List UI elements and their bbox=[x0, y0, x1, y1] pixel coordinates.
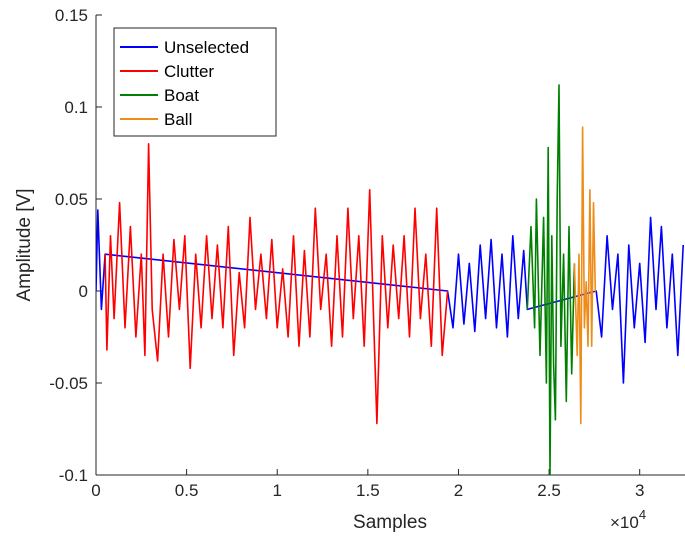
y-tick-label: 0.1 bbox=[64, 98, 88, 117]
x-tick-label: 0.5 bbox=[175, 481, 199, 500]
x-exponent-base: ×10 bbox=[610, 513, 639, 532]
series-line-clutter bbox=[104, 143, 449, 425]
series-group bbox=[96, 84, 684, 475]
x-axis-title: Samples bbox=[353, 512, 427, 533]
y-tick-label: 0.05 bbox=[55, 190, 88, 209]
legend-label: Ball bbox=[164, 110, 192, 129]
series-line-unselected bbox=[96, 209, 684, 384]
x-tick-label: 2.5 bbox=[537, 481, 561, 500]
series-line-boat bbox=[526, 84, 576, 475]
x-exponent-power: 4 bbox=[639, 507, 646, 522]
y-tick-label: 0 bbox=[79, 282, 88, 301]
x-tick-label: 2 bbox=[454, 481, 463, 500]
x-axis-exponent: ×104 bbox=[610, 507, 646, 532]
legend-label: Boat bbox=[164, 86, 199, 105]
legend-label: Clutter bbox=[164, 62, 214, 81]
y-tick-label: -0.1 bbox=[59, 466, 88, 485]
legend-label: Unselected bbox=[164, 38, 249, 57]
x-tick-label: 3 bbox=[635, 481, 644, 500]
y-tick-label: 0.15 bbox=[55, 6, 88, 25]
y-tick-label: -0.05 bbox=[49, 374, 88, 393]
x-tick-label: 1.5 bbox=[356, 481, 380, 500]
x-tick-label: 0 bbox=[91, 481, 100, 500]
x-tick-label: 1 bbox=[272, 481, 281, 500]
y-axis-title: Amplitude [V] bbox=[14, 189, 35, 302]
series-line-ball bbox=[573, 126, 597, 425]
legend: Unselected Clutter Boat Ball bbox=[113, 27, 277, 137]
